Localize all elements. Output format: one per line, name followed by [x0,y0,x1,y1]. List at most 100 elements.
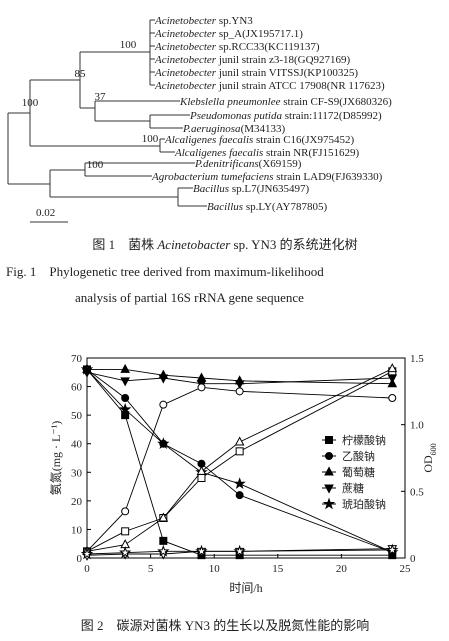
marker [120,363,130,373]
marker [387,374,398,384]
marker [121,507,130,516]
leaf-text: strain NR(FJ151629) [263,147,359,159]
figure-caption: 图 1 菌株 Acinetobacter sp. YN3 的系统进化树 [92,237,357,252]
y-tick-label: 50 [71,410,83,422]
marker [80,362,94,375]
x-tick-label: 25 [400,563,412,575]
leaf-text: sp.L7(JN635497) [229,183,309,195]
y2-tick-label: 0 [410,553,416,565]
bootstrap: 100 [22,97,39,109]
leaf-label: Acinetobecter sp.RCC33(KC119137) [154,41,320,53]
series-line [86,368,393,552]
marker [324,484,334,494]
bootstrap: 100 [87,159,104,171]
y-tick-label: 0 [77,553,83,565]
figure-caption: 图 2 碳源对菌株 YN3 的生长以及脱氮性能的影响 [81,618,370,633]
leaf-label: Acinetobecter junil strain z3-18(GQ92716… [154,54,351,66]
y-tick-label: 70 [71,353,83,365]
legend-label: 乙酸钠 [342,449,375,463]
leaf-label: Alcaligenes faecalis strain NR(FJ151629) [174,147,360,159]
x-tick-label: 10 [209,563,221,575]
series-line [86,370,393,552]
legend-label: 葡萄糖 [342,465,375,479]
legend-label: 蔗糖 [342,481,364,495]
leaf-text: sp.LY(AY787805) [243,201,327,213]
leaf-genus: Acinetobecter [154,15,217,27]
bootstrap: 100 [120,39,137,51]
marker [388,394,397,402]
leaf-genus: Acinetobecter [154,54,217,66]
marker [233,477,246,489]
phylogenetic-tree: 0.02 100 85 100 37 100 100 [7,19,207,223]
y-tick-label: 60 [71,382,83,394]
leaf-genus: Agrobacterium tumefaciens [151,171,273,183]
plot-frame [86,357,406,559]
leaf-text: junil strain z3-18(GQ927169) [216,54,350,66]
scale-label: 0.02 [36,207,55,219]
y2-axis-label-main: OD [421,455,435,473]
leaf-label: Acinetobecter sp_A(JX195717.1) [154,28,303,40]
leaf-label: Acinetobecter junil strain ATCC 17908(NR… [154,80,385,92]
marker [387,363,398,373]
leaf-genus: Bacillus [193,183,229,195]
leaf-label: Acinetobecter junil strain VITSSJ(KP1003… [154,67,358,79]
leaf-genus: Pseudomonas putida [189,110,282,122]
y-tick-label: 20 [71,496,83,508]
series-line [86,369,393,556]
leaf-genus: Acinetobecter [154,80,217,92]
bootstrap: 85 [75,68,87,80]
leaf-text: sp.RCC33(KC119137) [216,41,320,53]
leaf-text: strain CF-S9(JX680326) [281,96,393,108]
leaf-label: P.aeruginosa(M34133) [182,123,286,135]
marker [121,394,130,402]
y-axis-label: 氨氮(mg · L⁻¹) [48,421,63,496]
y2-axis-label: OD600 [421,443,438,472]
leaf-genus: Acinetobecter [154,28,217,40]
leaf-text: strain C16(JX975452) [253,134,354,146]
marker [196,372,207,382]
marker [158,374,169,384]
leaf-label: Bacillus sp.L7(JN635497) [193,183,309,195]
leaf-text: (M34133) [241,123,286,135]
marker [158,512,169,522]
leaf-text: sp_A(JX195717.1) [216,28,303,40]
marker [195,544,208,557]
series-line [86,549,393,555]
leaf-genus: Bacillus [207,201,243,213]
leaf-text: sp.YN3 [216,15,253,27]
leaf-genus: P.denitrificans [194,158,259,170]
marker [121,527,130,536]
y-tick-label: 30 [71,467,83,479]
leaf-text: junil strain VITSSJ(KP100325) [216,67,358,79]
marker [159,536,168,545]
y2-tick-label: 0.5 [410,486,424,498]
leaf-genus: P.aeruginosa [182,123,241,135]
marker [120,377,130,387]
leaf-text: strain:11172(D85992) [282,110,382,122]
x-tick-label: 5 [148,563,154,575]
legend-label: 琥珀酸钠 [342,497,386,511]
x-tick-label: 15 [272,563,284,575]
leaf-genus: Alcaligenes faecalis [164,134,253,146]
marker [324,466,334,476]
marker [157,544,170,557]
leaf-genus: Acinetobecter [154,41,217,53]
legend-label: 柠檬酸钠 [342,433,386,447]
marker [118,402,132,415]
series-line [86,369,393,553]
bootstrap: 37 [95,91,107,103]
leaf-text: strain LAD9(FJ639330) [273,171,382,183]
series-line [87,368,393,385]
leaf-text: junil strain ATCC 17908(NR 117623) [216,80,385,92]
leaf-label: Agrobacterium tumefaciens strain LAD9(FJ… [151,171,383,183]
leaf-label: Klebslella pneumonlee strain CF-S9(JX680… [179,96,392,108]
y2-axis-label-sub: 600 [429,443,438,455]
y-tick-label: 10 [71,524,83,536]
series-line [86,371,393,385]
series-line [86,386,393,552]
figure-caption-en: Fig. 1 Phylogenetic tree derived from ma… [6,264,324,279]
leaf-label: Alcaligenes faecalis strain C16(JX975452… [164,134,354,146]
marker [233,544,246,557]
marker [235,447,244,456]
